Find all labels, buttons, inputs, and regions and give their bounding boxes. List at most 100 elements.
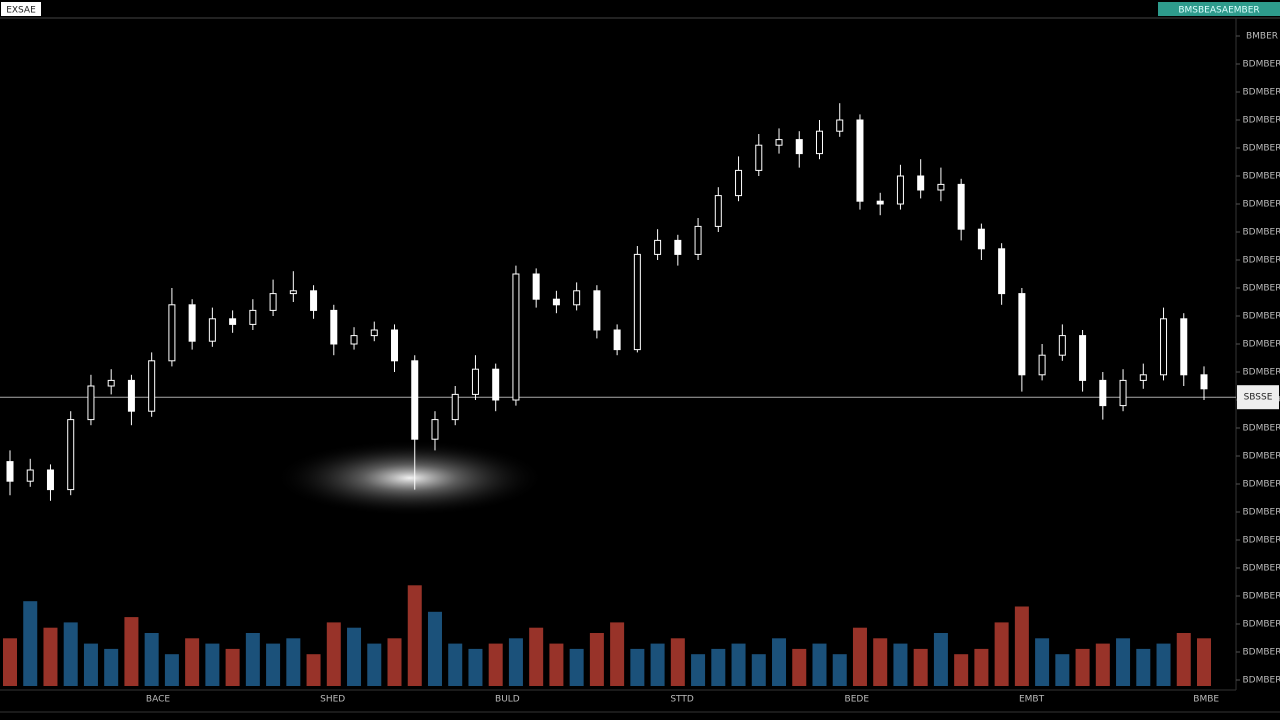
volume-bar xyxy=(306,654,321,686)
volume-bar xyxy=(832,654,847,686)
candle-body xyxy=(370,329,378,337)
badge-box[interactable] xyxy=(1158,2,1280,16)
candle-body xyxy=(1079,335,1087,381)
y-tick-label: BDMBER xyxy=(1243,536,1280,546)
candle-body xyxy=(6,461,14,482)
candle-body xyxy=(552,298,560,306)
symbol[interactable]: EXSAE xyxy=(6,6,36,16)
volume-bar xyxy=(852,627,867,686)
volume-bar xyxy=(468,648,483,686)
y-tick-label: BDMBER xyxy=(1243,340,1280,350)
candle-body xyxy=(1018,293,1026,376)
y-tick-label: BDMBER xyxy=(1243,368,1280,378)
volume-bar xyxy=(954,654,969,686)
volume-bar xyxy=(367,643,382,686)
volume-bar xyxy=(1176,633,1191,686)
candle-body xyxy=(67,419,75,491)
candle-body xyxy=(1099,379,1107,407)
candle-body xyxy=(26,469,34,482)
candle-body xyxy=(795,139,803,155)
candle-body xyxy=(289,290,297,295)
symbol-box[interactable] xyxy=(1,2,41,16)
candle-body xyxy=(1058,335,1066,356)
volume-bar xyxy=(43,627,58,686)
volume-bar xyxy=(347,627,362,686)
candle-body xyxy=(573,290,581,306)
candle-body xyxy=(451,393,459,421)
candle-body xyxy=(87,385,95,421)
volume-bar xyxy=(751,654,766,686)
y-tick-label: BDMBER xyxy=(1243,256,1280,266)
volume-bar xyxy=(670,638,685,686)
y-tick-label: BDMBER xyxy=(1243,88,1280,98)
candle-body xyxy=(593,290,601,331)
y-tick-label: BDMBER xyxy=(1243,144,1280,154)
candle-body xyxy=(694,225,702,255)
candle-body xyxy=(148,360,156,412)
candle-body xyxy=(815,130,823,155)
volume-bar xyxy=(731,643,746,686)
candle-body xyxy=(411,360,419,440)
volume-bar xyxy=(448,643,463,686)
candle-body xyxy=(876,200,884,205)
volume-bar xyxy=(144,633,159,686)
candle-body xyxy=(633,253,641,351)
candle-body xyxy=(1038,354,1046,376)
candle-body xyxy=(1119,379,1127,407)
volume-bar xyxy=(1197,638,1211,686)
volume-bar xyxy=(711,648,726,686)
x-tick-label: BEDE xyxy=(845,695,870,705)
volume-bar xyxy=(185,638,200,686)
y-tick-label: BDMBER xyxy=(1243,480,1280,490)
candle-body xyxy=(856,119,864,202)
candle-body xyxy=(350,335,358,345)
candle-body xyxy=(310,290,318,311)
candle-body xyxy=(977,228,985,250)
volume-bar xyxy=(266,643,281,686)
candle-body xyxy=(330,309,338,345)
candle-body xyxy=(471,368,479,395)
volume-bar xyxy=(286,638,301,686)
volume-bar xyxy=(1136,648,1151,686)
volume-bar xyxy=(549,643,564,686)
volume-bar xyxy=(488,643,503,686)
y-tick-label: BDMBER xyxy=(1243,200,1280,210)
volume-bar xyxy=(508,638,523,686)
volume-bar xyxy=(225,648,240,686)
volume-bar xyxy=(589,633,604,686)
volume-bar xyxy=(974,648,989,686)
last-price-label: SBSSE xyxy=(1244,393,1273,403)
y-tick-label: BDMBER xyxy=(1243,424,1280,434)
volume-bar xyxy=(1095,643,1110,686)
volume-bar xyxy=(933,633,948,686)
volume-bar xyxy=(407,585,422,686)
volume-bar xyxy=(83,643,98,686)
candle-body xyxy=(127,379,135,412)
volume-bar xyxy=(650,643,665,686)
volume-bar xyxy=(913,648,928,686)
volume-bar xyxy=(387,638,402,686)
candle-body xyxy=(654,239,662,255)
candle-body xyxy=(755,144,763,171)
candle-body xyxy=(998,248,1006,295)
candle-body xyxy=(46,469,54,491)
volume-bar xyxy=(610,622,625,686)
candle-body xyxy=(957,183,965,230)
candle-body xyxy=(269,293,277,311)
badge[interactable]: BMSBEASAEMBER xyxy=(1178,6,1259,16)
candle-body xyxy=(492,368,500,401)
volume-bar xyxy=(245,633,260,686)
volume-bar xyxy=(691,654,706,686)
volume-bar xyxy=(205,643,220,686)
y-tick-label: BDMBER xyxy=(1243,60,1280,70)
y-tick-label: BDMBER xyxy=(1243,116,1280,126)
volume-bar xyxy=(772,638,787,686)
candle-body xyxy=(1200,374,1208,390)
candle-body xyxy=(229,318,237,325)
candle-body xyxy=(937,183,945,191)
candle-body xyxy=(532,273,540,300)
volume-bar xyxy=(630,648,645,686)
candle-body xyxy=(775,139,783,146)
